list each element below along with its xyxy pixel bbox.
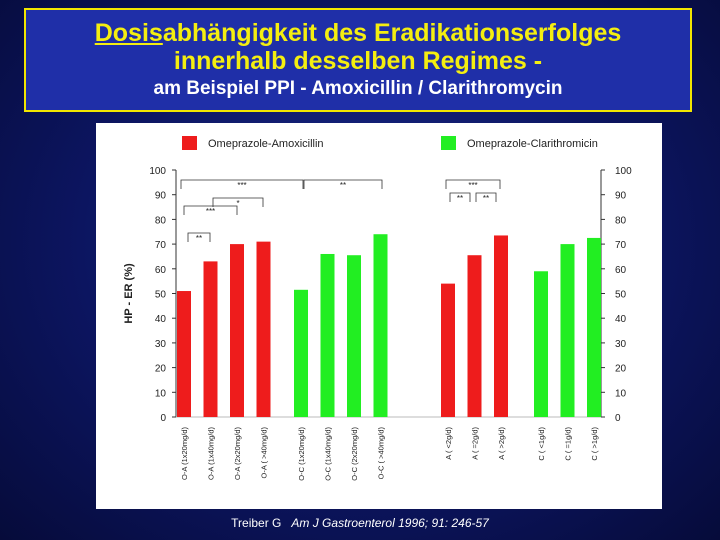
significance-marker: ** (340, 181, 346, 190)
significance-bracket (180, 179, 304, 189)
bar (230, 244, 244, 417)
significance-marker: *** (237, 181, 246, 190)
bar (587, 237, 601, 417)
citation-author: Treiber G (231, 516, 282, 530)
significance-bracket (212, 197, 264, 207)
y-tick-label-right: 50 (615, 290, 627, 301)
category-label: O-C (1x40mg/d) (324, 426, 333, 480)
bar (320, 253, 335, 417)
category-label: A ( >2g/d) (497, 427, 506, 460)
y-tick-label-right: 90 (615, 191, 627, 202)
category-label: O-A (2x20mg/d) (233, 426, 242, 479)
bar (294, 289, 308, 417)
bar (441, 283, 455, 417)
significance-bracket (475, 192, 497, 202)
significance-marker: ** (457, 194, 463, 203)
significance-bracket (449, 192, 471, 202)
y-tick-label-right: 100 (615, 166, 632, 177)
category-label: C ( <1g/d) (537, 427, 546, 461)
title-line-2: innerhalb desselben Regimes - (173, 47, 543, 75)
significance-bracket (303, 179, 383, 189)
category-label: O-C (1x20mg/d) (297, 426, 306, 480)
y-tick-label-right: 40 (615, 314, 627, 325)
category-label: A ( <2g/d) (444, 427, 453, 460)
title-underlined-word: Dosis (94, 19, 163, 47)
citation: Treiber G Am J Gastroenterol 1996; 91: 2… (0, 516, 720, 530)
bar (177, 291, 191, 417)
category-label: O-A (1x20mg/d) (180, 426, 189, 479)
y-tick-label-left: 50 (155, 290, 167, 301)
y-tick-label-right: 70 (615, 240, 627, 251)
bar-chart: Omeprazole-Amoxicillin Omeprazole-Clarith… (123, 136, 632, 481)
significance-marker: *** (206, 207, 215, 216)
y-tick-label-right: 0 (615, 413, 621, 424)
y-tick-label-left: 30 (155, 339, 167, 350)
significance-marker: * (236, 199, 239, 208)
y-tick-label-left: 100 (149, 166, 166, 177)
title-line-1-rest: abhängigkeit des Eradikationserfolges (162, 19, 622, 47)
citation-reference: Am J Gastroenterol 1996; 91: 246-57 (291, 516, 489, 530)
y-tick-label-right: 30 (615, 339, 627, 350)
y-tick-label-right: 60 (615, 265, 627, 276)
bar (560, 244, 575, 417)
y-tick-label-right: 20 (615, 364, 627, 375)
legend-swatch-red (182, 136, 197, 150)
category-label: A ( =2g/d) (471, 427, 480, 460)
y-tick-label-right: 80 (615, 215, 627, 226)
category-label: O-A (1x40mg/d) (207, 426, 216, 479)
bar (373, 234, 388, 417)
bar (467, 255, 482, 417)
category-label: C ( =1g/d) (564, 427, 573, 461)
bar (256, 241, 271, 417)
category-label: O-C ( >40mg/d) (377, 427, 386, 480)
category-label: O-A ( >40mg/d) (260, 427, 269, 479)
y-tick-label-right: 10 (615, 388, 627, 399)
chart-panel: Omeprazole-Amoxicillin Omeprazole-Clarith… (96, 123, 662, 509)
bar (494, 235, 508, 417)
legend-swatch-green (441, 136, 456, 150)
significance-bracket (445, 179, 501, 189)
title-line-1: Dosisabhängigkeit des Eradikationserfolg… (26, 19, 690, 47)
y-tick-label-left: 20 (155, 364, 167, 375)
y-axis-label: HP - ER (%) (123, 263, 135, 324)
bar (534, 271, 548, 417)
legend-label: Omeprazole-Clarithromicin (467, 138, 598, 150)
significance-marker: *** (468, 181, 477, 190)
y-tick-label-left: 60 (155, 265, 167, 276)
bar (203, 261, 218, 417)
subtitle: am Beispiel PPI - Amoxicillin / Clarithr… (153, 78, 563, 99)
category-label: O-C (2x20mg/d) (350, 426, 359, 480)
y-tick-label-left: 80 (155, 215, 167, 226)
significance-bracket (187, 232, 211, 242)
significance-bracket (183, 205, 238, 215)
category-label: C ( >1g/d) (590, 427, 599, 461)
y-tick-label-left: 90 (155, 191, 167, 202)
significance-marker: ** (196, 234, 202, 243)
title-box: Dosisabhängigkeit des Eradikationserfolg… (24, 8, 692, 112)
y-tick-label-left: 40 (155, 314, 167, 325)
y-tick-label-left: 70 (155, 240, 167, 251)
y-tick-label-left: 10 (155, 388, 167, 399)
significance-marker: ** (483, 194, 489, 203)
legend-label: Omeprazole-Amoxicillin (208, 138, 324, 150)
y-tick-label-left: 0 (160, 413, 166, 424)
bar (347, 255, 361, 417)
